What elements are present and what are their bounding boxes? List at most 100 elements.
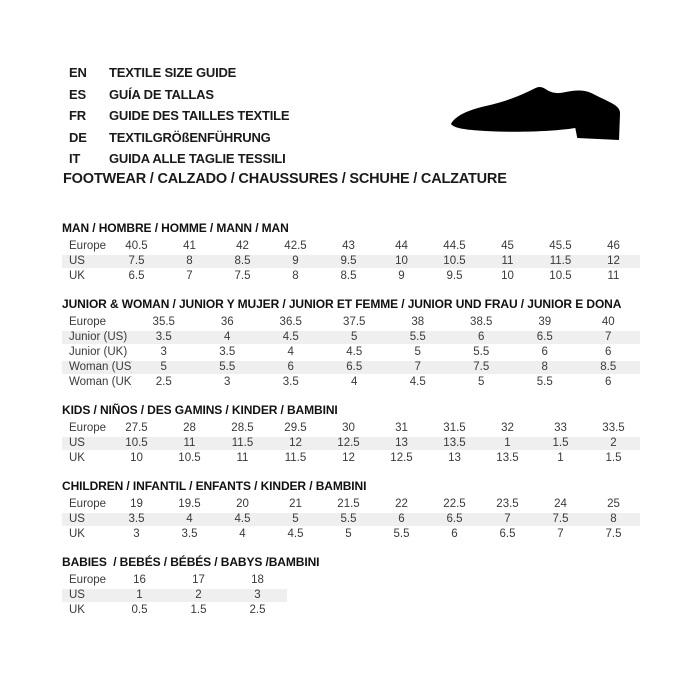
size-cell: 12 bbox=[607, 255, 620, 267]
size-cell: 6 bbox=[287, 361, 294, 373]
size-table: Europe 16 17 18 US 1 2 3 UK 0.5 1.5 2.5 bbox=[62, 572, 287, 619]
size-cell: 5 bbox=[345, 528, 352, 540]
size-cell: 6.5 bbox=[499, 528, 516, 540]
row-label: Europe bbox=[69, 422, 107, 434]
size-cell: 6 bbox=[541, 346, 548, 358]
language-code: FR bbox=[69, 108, 86, 123]
size-cell: 4 bbox=[186, 513, 193, 525]
size-cell: 28.5 bbox=[231, 422, 254, 434]
size-cell: 3.5 bbox=[155, 331, 172, 343]
language-row: ES GUÍA DE TALLAS bbox=[69, 84, 289, 106]
size-cell: 13.5 bbox=[496, 452, 519, 464]
size-cell: 4 bbox=[239, 528, 246, 540]
table-row: UK 0.5 1.5 2.5 bbox=[62, 604, 287, 617]
row-label: US bbox=[69, 513, 85, 525]
size-cell: 5.5 bbox=[473, 346, 490, 358]
table-row: Woman (US) 5 5.5 6 6.5 7 7.5 8 8.5 bbox=[62, 361, 640, 374]
size-table-section: BABIES / BEBÉS / BÉBÉS / BABYS /BAMBINI E… bbox=[62, 556, 640, 619]
size-cell: 21.5 bbox=[337, 498, 360, 510]
size-cell: 3.5 bbox=[181, 528, 198, 540]
size-cell: 4.5 bbox=[346, 346, 363, 358]
size-table-section: KIDS / NIÑOS / DES GAMINS / KINDER / BAM… bbox=[62, 404, 640, 467]
size-cell: 3.5 bbox=[282, 376, 299, 388]
size-cell: 7.5 bbox=[128, 255, 145, 267]
size-cell: 13 bbox=[395, 437, 408, 449]
size-cell: 6.5 bbox=[128, 270, 145, 282]
row-label: Junior (US) bbox=[69, 331, 128, 343]
table-row: Europe 40.5 41 42 42.5 43 44 44.5 45 45.5 46 bbox=[62, 240, 640, 253]
table-title: BABIES / BEBÉS / BÉBÉS / BABYS /BAMBINI bbox=[62, 555, 320, 569]
size-cell: 10 bbox=[395, 255, 408, 267]
size-cell: 8 bbox=[610, 513, 617, 525]
language-label: GUÍA DE TALLAS bbox=[109, 86, 214, 102]
size-cell: 7.5 bbox=[552, 513, 569, 525]
size-cell: 27.5 bbox=[125, 422, 148, 434]
row-label: Europe bbox=[69, 316, 107, 328]
size-cell: 17 bbox=[192, 574, 205, 586]
size-cell: 1 bbox=[136, 589, 143, 601]
row-label: UK bbox=[69, 528, 85, 540]
size-cell: 13 bbox=[448, 452, 461, 464]
size-cell: 5 bbox=[478, 376, 485, 388]
size-cell: 10 bbox=[130, 452, 143, 464]
row-label: Woman (UK) bbox=[69, 376, 132, 388]
size-cell: 43 bbox=[342, 240, 355, 252]
table-row: US 3.5 4 4.5 5 5.5 6 6.5 7 7.5 8 bbox=[62, 513, 640, 526]
size-cell: 22 bbox=[395, 498, 408, 510]
size-cell: 20 bbox=[236, 498, 249, 510]
size-cell: 7.5 bbox=[605, 528, 622, 540]
size-cell: 11.5 bbox=[549, 255, 572, 267]
size-cell: 6 bbox=[398, 513, 405, 525]
size-cell: 8 bbox=[541, 361, 548, 373]
table-row: Europe 27.5 28 28.5 29.5 30 31 31.5 32 33 33.5 bbox=[62, 422, 640, 435]
language-code: IT bbox=[69, 151, 81, 166]
size-cell: 2.5 bbox=[249, 604, 266, 616]
table-title: JUNIOR & WOMAN / JUNIOR Y MUJER / JUNIOR… bbox=[62, 297, 622, 311]
language-row: FR GUIDE DES TAILLES TEXTILE bbox=[69, 105, 290, 127]
size-cell: 9.5 bbox=[340, 255, 357, 267]
size-cell: 1.5 bbox=[552, 437, 569, 449]
row-label: Woman (US) bbox=[69, 361, 132, 373]
size-cell: 29.5 bbox=[284, 422, 307, 434]
table-row: Junior (UK) 3 3.5 4 4.5 5 5.5 6 6 bbox=[62, 346, 640, 359]
table-row: Europe 35.5 36 36.5 37.5 38 38.5 39 40 bbox=[62, 316, 640, 329]
size-cell: 37.5 bbox=[343, 316, 366, 328]
size-cell: 45.5 bbox=[549, 240, 572, 252]
size-cell: 10 bbox=[501, 270, 514, 282]
row-label: UK bbox=[69, 604, 85, 616]
size-cell: 5 bbox=[160, 361, 167, 373]
size-cell: 6 bbox=[605, 346, 612, 358]
table-row: UK 10 10.5 11 11.5 12 12.5 13 13.5 1 1.5 bbox=[62, 452, 640, 465]
size-cell: 7 bbox=[186, 270, 193, 282]
size-cell: 33.5 bbox=[602, 422, 625, 434]
size-cell: 5.5 bbox=[536, 376, 553, 388]
row-label: Junior (UK) bbox=[69, 346, 128, 358]
language-row: DE TEXTILGRÖßENFÜHRUNG bbox=[69, 127, 289, 149]
size-cell: 8 bbox=[292, 270, 299, 282]
size-cell: 18 bbox=[251, 574, 264, 586]
row-label: UK bbox=[69, 270, 85, 282]
size-cell: 3 bbox=[160, 346, 167, 358]
size-cell: 38.5 bbox=[470, 316, 493, 328]
table-row: Europe 19 19.5 20 21 21.5 22 22.5 23.5 24 25 bbox=[62, 498, 640, 511]
size-cell: 5 bbox=[414, 346, 421, 358]
size-cell: 11 bbox=[183, 437, 196, 449]
size-cell: 40 bbox=[601, 316, 615, 328]
size-cell: 0.5 bbox=[131, 604, 148, 616]
table-row: US 1 2 3 bbox=[62, 589, 287, 602]
size-table: Europe 35.5 36 36.5 37.5 38 38.5 39 40 Junior (US… bbox=[62, 314, 640, 391]
size-cell: 5.5 bbox=[409, 331, 426, 343]
row-label: Europe bbox=[69, 240, 107, 252]
size-table: Europe 19 19.5 20 21 21.5 22 22.5 23.5 24 25 US 3.5 4… bbox=[62, 496, 640, 543]
table-row: Junior (US) 3.5 4 4.5 5 5.5 6 6.5 7 bbox=[62, 331, 640, 344]
language-row: EN TEXTILE SIZE GUIDE bbox=[69, 62, 289, 84]
size-cell: 11 bbox=[236, 452, 249, 464]
size-cell: 3.5 bbox=[219, 346, 236, 358]
row-label: Europe bbox=[69, 574, 107, 586]
size-cell: 16 bbox=[133, 574, 146, 586]
size-cell: 3 bbox=[133, 528, 140, 540]
size-cell: 40.5 bbox=[125, 240, 148, 252]
size-cell: 7.5 bbox=[234, 270, 251, 282]
size-table-section: JUNIOR & WOMAN / JUNIOR Y MUJER / JUNIOR… bbox=[62, 298, 640, 391]
size-table: Europe 40.5 41 42 42.5 43 44 44.5 45 45.5 46 US 7.5 8… bbox=[62, 238, 640, 285]
